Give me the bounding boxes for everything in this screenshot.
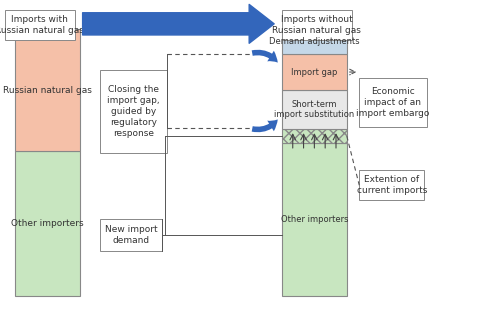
FancyBboxPatch shape bbox=[282, 29, 347, 54]
FancyBboxPatch shape bbox=[282, 10, 352, 40]
FancyBboxPatch shape bbox=[282, 129, 347, 143]
FancyBboxPatch shape bbox=[5, 10, 75, 40]
FancyArrowPatch shape bbox=[83, 4, 274, 43]
FancyBboxPatch shape bbox=[282, 143, 347, 296]
Text: Closing the
import gap,
guided by
regulatory
response: Closing the import gap, guided by regula… bbox=[107, 85, 160, 138]
FancyBboxPatch shape bbox=[15, 29, 80, 151]
FancyArrowPatch shape bbox=[251, 119, 278, 132]
FancyBboxPatch shape bbox=[100, 70, 167, 153]
FancyBboxPatch shape bbox=[15, 151, 80, 296]
Text: Other importers: Other importers bbox=[280, 215, 348, 224]
FancyBboxPatch shape bbox=[100, 219, 162, 251]
Text: Import gap: Import gap bbox=[291, 67, 337, 77]
Text: Russian natural gas: Russian natural gas bbox=[3, 86, 92, 94]
FancyBboxPatch shape bbox=[359, 78, 427, 127]
Text: Imports with
Russian natural gas: Imports with Russian natural gas bbox=[0, 15, 84, 35]
FancyBboxPatch shape bbox=[282, 90, 347, 129]
Text: Extention of
current imports: Extention of current imports bbox=[356, 175, 427, 195]
Text: New import
demand: New import demand bbox=[105, 225, 157, 245]
Text: Economic
impact of an
import embargo: Economic impact of an import embargo bbox=[356, 87, 430, 118]
FancyBboxPatch shape bbox=[282, 54, 347, 90]
FancyArrowPatch shape bbox=[251, 50, 278, 63]
Text: Short-term
import substitution: Short-term import substitution bbox=[274, 100, 354, 119]
Text: Demand adjustments: Demand adjustments bbox=[269, 37, 360, 46]
Text: Imports without
Russian natural gas: Imports without Russian natural gas bbox=[272, 15, 361, 35]
Text: Other importers: Other importers bbox=[11, 219, 84, 228]
FancyBboxPatch shape bbox=[359, 170, 424, 200]
